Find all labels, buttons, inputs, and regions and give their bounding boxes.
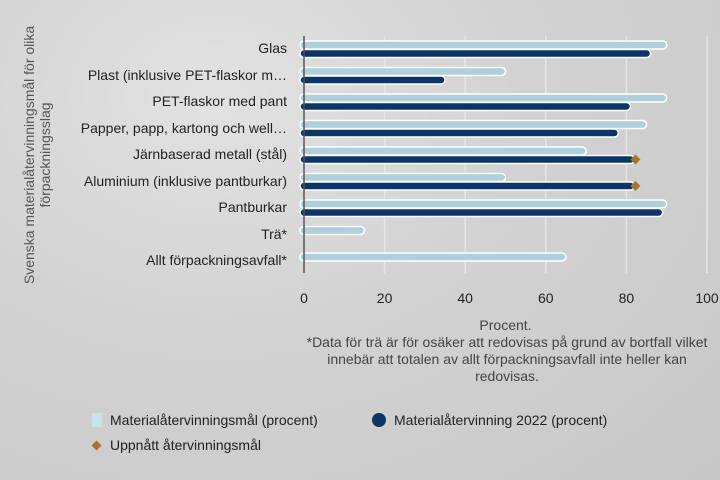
x-tick-label: 100 bbox=[695, 290, 719, 306]
category-label: Papper, papp, kartong och well… bbox=[80, 119, 287, 136]
legend-swatch-target bbox=[92, 413, 102, 427]
bar-target bbox=[299, 93, 668, 103]
legend-swatch-actual bbox=[372, 413, 386, 427]
category-label: Plast (inklusive PET-flaskor m… bbox=[87, 66, 287, 83]
legend-item-target[interactable]: Materialåtervinningsmål (procent) bbox=[92, 412, 318, 428]
bar-actual bbox=[299, 128, 620, 138]
bar-target bbox=[299, 119, 648, 130]
marker-achieved bbox=[630, 181, 641, 191]
category-label: Glas bbox=[258, 40, 287, 56]
bar-target bbox=[299, 199, 668, 209]
category-label: Trä* bbox=[261, 225, 287, 242]
bar-actual bbox=[299, 181, 636, 191]
category-label: PET-flaskor med pant bbox=[152, 93, 287, 109]
marker-achieved bbox=[630, 154, 641, 165]
legend-swatch-achieved bbox=[91, 440, 102, 450]
x-tick-label: 80 bbox=[618, 290, 635, 306]
category-label: Allt förpackningsavfall* bbox=[146, 252, 287, 268]
x-axis-title: Procent. bbox=[479, 317, 532, 333]
x-tick-label: 40 bbox=[457, 290, 473, 306]
x-tick-label: 0 bbox=[300, 290, 308, 306]
bar-actual bbox=[299, 207, 664, 218]
bar-actual bbox=[299, 154, 636, 165]
y-axis-title: Svenska materialåtervinningsmål för olik… bbox=[21, 25, 53, 285]
x-tick-label: 20 bbox=[376, 290, 393, 306]
bar-actual bbox=[299, 75, 446, 85]
category-label: Aluminium (inklusive pantburkar) bbox=[83, 172, 287, 189]
bar-actual bbox=[299, 101, 632, 112]
legend-item-achieved[interactable]: Uppnått återvinningsmål bbox=[91, 437, 261, 453]
legend-label-actual: Materialåtervinning 2022 (procent) bbox=[394, 412, 608, 428]
bar-target bbox=[299, 252, 567, 262]
bar-actual bbox=[299, 48, 652, 59]
bar-target bbox=[299, 225, 366, 236]
x-tick-label: 60 bbox=[538, 290, 554, 306]
category-label: Järnbaserad metall (stål) bbox=[132, 146, 287, 162]
category-label: Pantburkar bbox=[218, 199, 287, 215]
footnote: *Data för trä är för osäker att redovisa… bbox=[306, 334, 708, 384]
legend-label-target: Materialåtervinningsmål (procent) bbox=[110, 412, 318, 428]
legend-label-achieved: Uppnått återvinningsmål bbox=[110, 437, 261, 453]
bar-target bbox=[299, 40, 668, 50]
bar-target bbox=[299, 146, 587, 156]
bar-target bbox=[299, 66, 507, 77]
legend-item-actual[interactable]: Materialåtervinning 2022 (procent) bbox=[372, 412, 607, 428]
bar-target bbox=[299, 172, 507, 183]
